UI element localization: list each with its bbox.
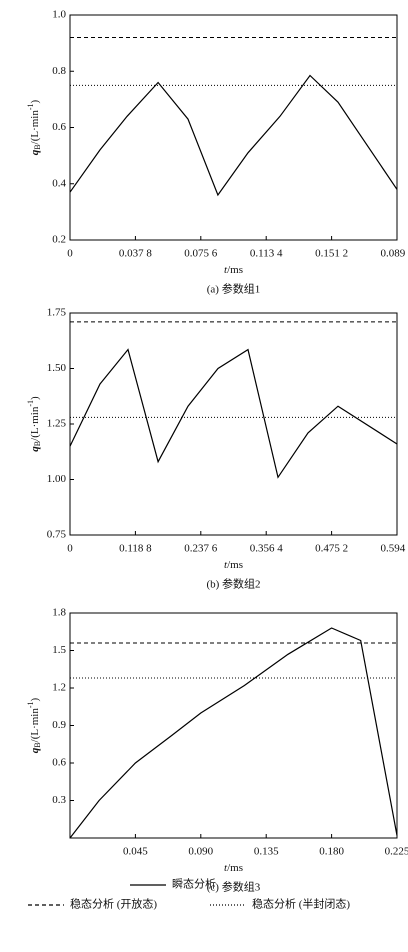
y-label-close: ) <box>29 396 41 400</box>
x-tick-label: 0 <box>67 248 73 260</box>
legend-label: 稳态分析 (半封闭态) <box>252 897 350 911</box>
x-tick-label: 0.113 4 <box>250 248 283 260</box>
x-label-unit: /ms <box>227 559 243 571</box>
x-tick-label: 0.075 6 <box>184 248 218 260</box>
y-label-sub: B <box>33 441 42 446</box>
y-tick-label: 0.6 <box>52 121 66 133</box>
x-tick-label: 0.594 0 <box>381 543 408 555</box>
x-label-unit: /ms <box>227 264 243 276</box>
x-label-var: t <box>224 559 228 571</box>
y-label-var: q <box>29 149 41 155</box>
y-tick-label: 0.9 <box>52 719 66 731</box>
data-line <box>69 348 398 479</box>
y-axis-label: qB/(L·min-1) <box>26 396 42 452</box>
y-label-var: q <box>29 747 41 753</box>
plot-frame <box>69 312 398 536</box>
y-label-sup: -1 <box>26 400 35 407</box>
x-axis-label: t/ms <box>224 559 243 571</box>
y-tick-label: 1.50 <box>47 362 67 374</box>
data-line <box>69 627 398 839</box>
x-axis-label: t/ms <box>224 862 243 874</box>
y-tick-label: 0.75 <box>47 529 67 541</box>
y-label-sup: -1 <box>26 103 35 110</box>
y-tick-label: 0.3 <box>52 794 66 806</box>
caption: (c) 参数组3 <box>207 880 261 894</box>
y-tick-label: 0.6 <box>52 757 66 769</box>
y-axis-label: qB/(L·min-1) <box>26 697 42 753</box>
x-tick-label: 0 <box>67 543 73 555</box>
y-tick-label: 1.75 <box>47 307 67 319</box>
y-tick-label: 1.8 <box>52 607 66 619</box>
y-label-close: ) <box>29 697 41 701</box>
y-label-unit: /(L·min <box>29 708 41 743</box>
y-label-sub: B <box>33 144 42 149</box>
y-axis-label: qB/(L·min-1) <box>26 99 42 155</box>
y-label-unit: /(L·min <box>29 110 41 145</box>
x-label-var: t <box>224 264 228 276</box>
x-label-var: t <box>224 862 228 874</box>
x-tick-label: 0.090 <box>188 846 213 858</box>
y-tick-label: 1.5 <box>52 644 66 656</box>
y-label-var: q <box>29 446 41 452</box>
x-tick-label: 0.475 2 <box>315 543 348 555</box>
x-tick-label: 0.237 6 <box>184 543 218 555</box>
caption: (b) 参数组2 <box>206 577 260 591</box>
x-tick-label: 0.356 4 <box>250 543 284 555</box>
y-label-unit: /(L·min <box>29 406 41 441</box>
y-tick-label: 1.00 <box>47 473 67 485</box>
x-axis-label: t/ms <box>224 264 243 276</box>
x-label-unit: /ms <box>227 862 243 874</box>
y-tick-label: 1.25 <box>47 418 67 430</box>
x-tick-label: 0.225 <box>385 846 408 858</box>
y-tick-label: 1.2 <box>52 682 66 694</box>
x-tick-label: 0.135 <box>254 846 279 858</box>
x-tick-label: 0.151 2 <box>315 248 348 260</box>
data-line <box>69 74 398 197</box>
x-tick-label: 0.180 <box>319 846 344 858</box>
y-label-close: ) <box>29 99 41 103</box>
y-tick-label: 1.0 <box>52 9 66 21</box>
plot-frame <box>69 612 398 839</box>
x-tick-label: 0.045 <box>123 846 148 858</box>
y-tick-label: 0.8 <box>52 65 66 77</box>
x-tick-label: 0.118 8 <box>119 543 152 555</box>
y-label-sup: -1 <box>26 701 35 708</box>
x-tick-label: 0.089 0 <box>381 248 408 260</box>
caption: (a) 参数组1 <box>207 282 260 296</box>
x-tick-label: 0.037 8 <box>119 248 153 260</box>
legend-label: 瞬态分析 <box>172 877 216 891</box>
plot-frame <box>69 14 398 241</box>
y-label-sub: B <box>33 742 42 747</box>
legend-label: 稳态分析 (开放态) <box>70 897 157 911</box>
y-tick-label: 0.4 <box>52 177 66 189</box>
y-tick-label: 0.2 <box>52 234 66 246</box>
